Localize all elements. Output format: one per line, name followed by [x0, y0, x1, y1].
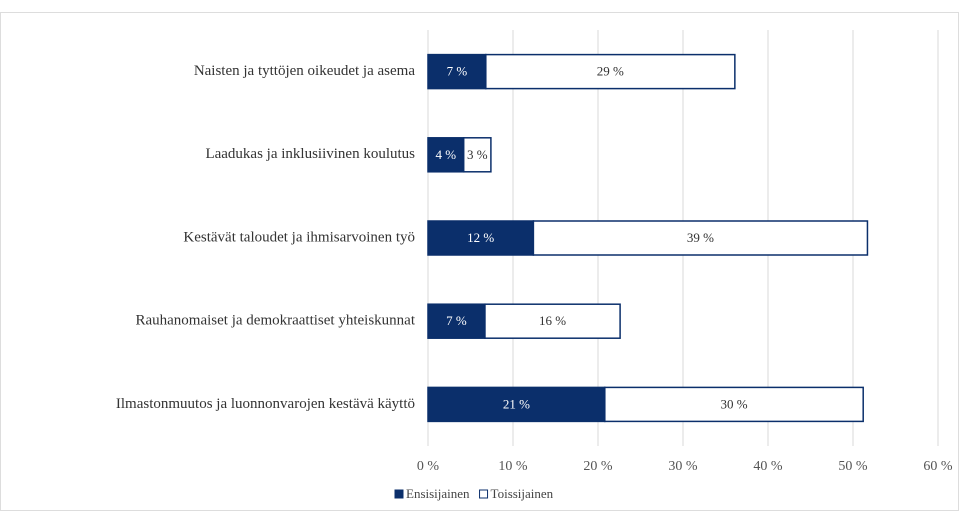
bar — [532, 220, 869, 256]
bar — [427, 53, 487, 90]
bar — [604, 386, 864, 423]
legend-swatch — [394, 489, 404, 499]
value-label: 4 % — [436, 147, 457, 162]
bar — [427, 220, 535, 256]
y-tick-label: Rauhanomaiset ja demokraattiset yhteisku… — [135, 313, 415, 329]
x-tick-label: 30 % — [668, 459, 698, 474]
chart-frame — [0, 12, 959, 511]
value-label: 3 % — [467, 147, 488, 162]
value-label: 39 % — [687, 230, 714, 245]
y-tick-label: Naisten ja tyttöjen oikeudet ja asema — [194, 63, 416, 79]
value-label: 7 % — [446, 313, 467, 328]
bar — [427, 137, 465, 173]
value-label: 29 % — [597, 64, 624, 79]
bar — [484, 303, 621, 339]
x-tick-label: 10 % — [498, 459, 528, 474]
legend-label: Ensisijainen — [406, 486, 470, 501]
bar — [462, 137, 492, 173]
legend-label: Toissijainen — [491, 486, 554, 501]
value-label: 16 % — [539, 313, 566, 328]
y-tick-label: Laadukas ja inklusiivinen koulutus — [205, 146, 415, 162]
y-tick-label: Ilmastonmuutos ja luonnonvarojen kestävä… — [116, 396, 415, 412]
x-tick-label: 20 % — [583, 459, 613, 474]
bar — [485, 53, 736, 90]
x-tick-label: 50 % — [838, 459, 868, 474]
x-tick-label: 60 % — [923, 459, 953, 474]
value-label: 21 % — [503, 396, 530, 411]
x-tick-label: 40 % — [753, 459, 783, 474]
legend-swatch — [479, 489, 489, 499]
x-tick-label: 0 % — [417, 459, 440, 474]
value-label: 7 % — [447, 64, 468, 79]
value-label: 30 % — [720, 396, 747, 411]
y-tick-label: Kestävät taloudet ja ihmisarvoinen työ — [183, 229, 415, 245]
value-label: 12 % — [467, 230, 494, 245]
